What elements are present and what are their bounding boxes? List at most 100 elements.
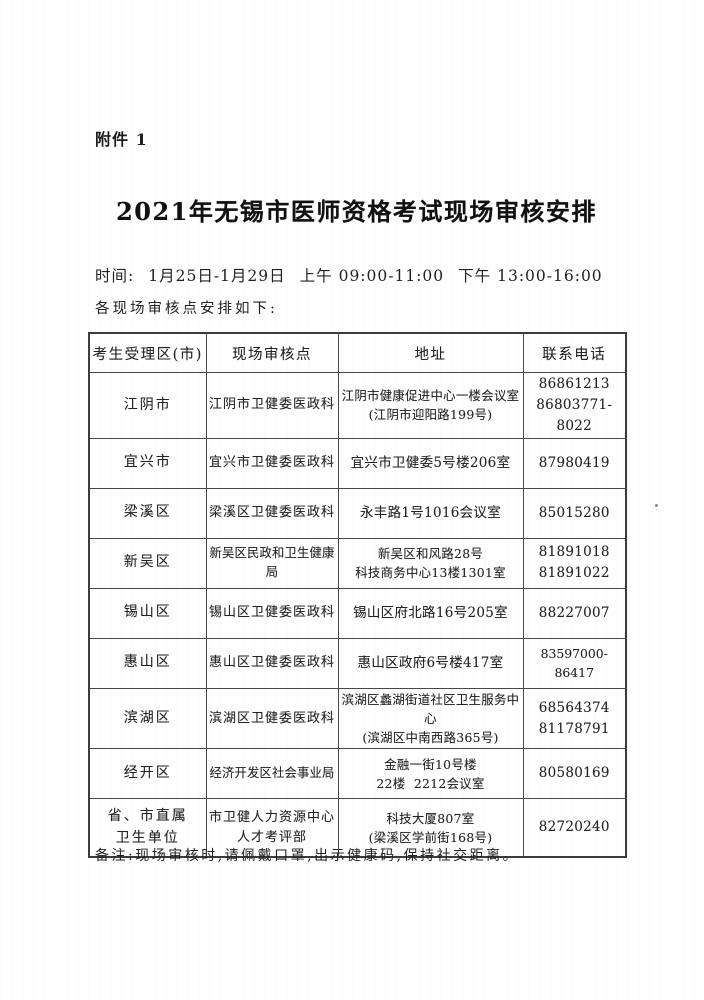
cell-phone: 68564374 81178791 [522,687,627,750]
table-row: 新吴区 新吴区民政和卫生健康局 新吴区和风路28号 科技商务中心13楼1301室… [88,537,627,589]
table-row: 江阴市 江阴市卫健委医政科 江阴市健康促进中心一楼会议室 (江阴市迎阳路199号… [88,372,627,439]
cell-line: (江阴市迎阳路199号) [368,407,493,423]
cell-audit-point: 江阴市卫健委医政科 [205,372,339,439]
table-row: 梁溪区 梁溪区卫健委医政科 永丰路1号1016会议室 85015280 [88,487,627,539]
cell-address: 永丰路1号1016会议室 [337,487,524,539]
cell-line: 88227007 [538,604,610,621]
table-row: 锡山区 锡山区卫健委医政科 锡山区府北路16号205室 88227007 [88,587,627,639]
cell-line: 惠山区卫健委医政科 [208,655,335,671]
schedule-morning: 上午 09:00-11:00 [299,267,445,285]
cell-line: 江阴市 [123,396,172,413]
cell-district: 梁溪区 [88,487,207,539]
cell-line: 锡山区 [123,604,172,621]
cell-line: 82720240 [538,819,610,836]
header-phone: 联系电话 [522,332,627,373]
header-audit-point: 现场审核点 [205,332,339,373]
cell-phone: 88227007 [522,587,627,639]
cell-line: 滨湖区 [123,709,172,726]
cell-line: 81178791 [538,720,610,737]
cell-district: 锡山区 [88,587,207,639]
cell-district: 经开区 [88,748,207,800]
cell-address: 宜兴市卫健委5号楼206室 [337,437,524,489]
cell-audit-point: 锡山区卫健委医政科 [205,587,339,639]
table-row: 宜兴市 宜兴市卫健委医政科 宜兴市卫健委5号楼206室 87980419 [88,437,627,489]
scan-speck [655,504,658,507]
cell-line: 永丰路1号1016会议室 [359,504,502,521]
cell-line: 81891018 [538,544,610,561]
cell-line: 锡山区卫健委医政科 [208,605,335,621]
cell-line: 科技大厦807室 [386,810,475,826]
schedule-afternoon: 下午 13:00-16:00 [458,267,603,285]
cell-address: 新吴区和风路28号 科技商务中心13楼1301室 [337,537,524,589]
table-row: 滨湖区 滨湖区卫健委医政科 滨湖区蠡湖街道社区卫生服务中心 (滨湖区中南西路36… [88,687,627,750]
header-district: 考生受理区(市) [88,332,207,373]
cell-audit-point: 新吴区民政和卫生健康局 [205,537,339,589]
cell-audit-point: 滨湖区卫健委医政科 [205,687,339,750]
cell-audit-point: 宜兴市卫健委医政科 [205,437,339,489]
cell-line: 85015280 [538,504,610,521]
cell-line: 经济开发区社会事业局 [209,766,335,781]
cell-line: 22楼 2212会议室 [376,775,485,791]
cell-line: 新吴区和风路28号 [377,546,484,562]
cell-district: 惠山区 [88,637,207,689]
cell-district: 新吴区 [88,537,207,589]
cell-line: 省、市直属 [107,808,188,825]
cell-line: 惠山区 [123,654,172,671]
cell-line: 83597000-86417 [540,646,608,681]
cell-line: 87980419 [538,454,610,471]
cell-phone: 80580169 [522,748,627,800]
cell-line: 江阴市卫健委医政科 [208,397,335,413]
cell-phone: 86861213 86803771-8022 [522,372,627,439]
cell-line: 宜兴市卫健委5号楼206室 [350,454,511,471]
cell-line: 80580169 [538,765,610,782]
cell-line: 滨湖区卫健委医政科 [208,710,335,726]
cell-address: 江阴市健康促进中心一楼会议室 (江阴市迎阳路199号) [337,372,524,439]
cell-line: 86861213 [538,376,610,392]
table-row: 惠山区 惠山区卫健委医政科 惠山区政府6号楼417室 83597000-8641… [88,637,627,689]
cell-line: 81891022 [538,565,610,582]
cell-phone: 85015280 [522,487,627,539]
cell-line: (滨湖区中南西路365号) [362,730,499,746]
cell-line: 梁溪区卫健委医政科 [208,505,335,521]
cell-line: 宜兴市 [123,454,172,471]
cell-line: 金融一街10号楼 [384,756,477,772]
cell-district: 滨湖区 [88,687,207,750]
cell-line: 锡山区府北路16号205室 [353,604,508,621]
cell-line: 科技商务中心13楼1301室 [355,565,506,581]
cell-line: 新吴区民政和卫生健康局 [209,546,335,580]
cell-line: 人才考评部 [236,829,307,845]
cell-line: 滨湖区蠡湖街道社区卫生服务中心 [341,691,520,726]
cell-audit-point: 经济开发区社会事业局 [205,748,339,800]
cell-line: 江阴市健康促进中心一楼会议室 [341,388,520,404]
intro-line: 各现场审核点安排如下: [95,301,278,317]
cell-line: 经开区 [123,765,172,782]
schedule-label: 时间: [95,267,135,285]
cell-line: 宜兴市卫健委医政科 [208,455,335,471]
cell-line: 卫生单位 [115,829,180,846]
cell-audit-point: 市卫健人力资源中心 人才考评部 [205,798,339,858]
table-header-row: 考生受理区(市) 现场审核点 地址 联系电话 [88,332,627,373]
note-line: 备注:现场审核时,请佩戴口罩,出示健康码,保持社交距离。 [95,848,520,864]
cell-phone: 81891018 81891022 [522,537,627,589]
cell-district: 省、市直属 卫生单位 [88,798,207,858]
header-address: 地址 [337,332,524,373]
table-row: 省、市直属 卫生单位 市卫健人力资源中心 人才考评部 科技大厦807室 (梁溪区… [88,798,627,858]
schedule-date-range: 1月25日-1月29日 [148,267,286,285]
schedule-line: 时间: 1月25日-1月29日 上午 09:00-11:00 下午 13:00-… [95,264,603,286]
cell-address: 科技大厦807室 (梁溪区学前街168号) [337,798,524,858]
cell-phone: 87980419 [522,437,627,489]
cell-line: 86803771-8022 [536,396,613,434]
cell-line: (梁溪区学前街168号) [368,829,493,845]
cell-line: 新吴区 [123,554,172,571]
cell-address: 滨湖区蠡湖街道社区卫生服务中心 (滨湖区中南西路365号) [337,687,524,750]
attachment-label: 附件 1 [95,130,148,149]
cell-audit-point: 惠山区卫健委医政科 [205,637,339,689]
cell-line: 市卫健人力资源中心 [208,809,335,825]
cell-district: 宜兴市 [88,437,207,489]
audit-points-table: 考生受理区(市) 现场审核点 地址 联系电话 江阴市 江阴市卫健委医政科 江阴市… [88,332,627,859]
page-title: 2021年无锡市医师资格考试现场审核安排 [116,197,597,226]
cell-line: 68564374 [538,699,610,716]
cell-audit-point: 梁溪区卫健委医政科 [205,487,339,539]
cell-district: 江阴市 [88,372,207,439]
